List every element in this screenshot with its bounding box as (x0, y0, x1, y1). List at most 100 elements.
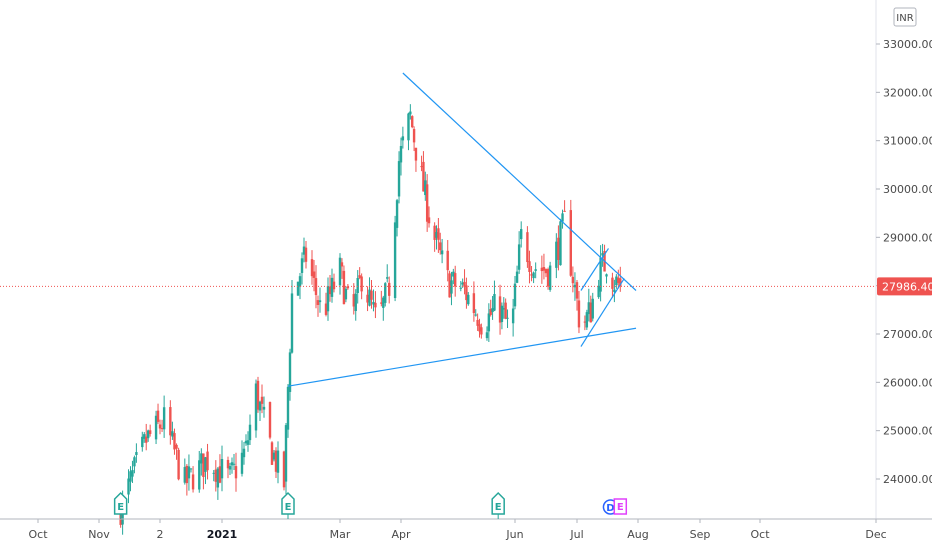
candle[interactable] (422, 151, 425, 192)
candle[interactable] (372, 289, 375, 312)
candle[interactable] (290, 279, 294, 354)
candle[interactable] (557, 225, 560, 271)
candle[interactable] (387, 276, 391, 304)
candle[interactable] (300, 252, 304, 285)
candle[interactable] (324, 292, 328, 317)
candle[interactable] (548, 261, 552, 292)
candle[interactable] (573, 272, 577, 301)
candle[interactable] (360, 273, 363, 300)
candle[interactable] (368, 277, 371, 307)
candle[interactable] (480, 323, 483, 339)
candle[interactable] (204, 456, 207, 485)
candle[interactable] (212, 470, 215, 482)
candle[interactable] (617, 269, 620, 289)
candle[interactable] (338, 253, 342, 295)
candle[interactable] (366, 286, 369, 312)
candle[interactable] (513, 275, 517, 310)
candle[interactable] (435, 225, 438, 250)
candle[interactable] (220, 445, 224, 492)
candle[interactable] (571, 266, 575, 293)
candle[interactable] (162, 395, 166, 438)
candle[interactable] (316, 295, 320, 317)
candle[interactable] (534, 262, 537, 279)
candle[interactable] (214, 460, 217, 492)
candle[interactable] (314, 265, 318, 309)
candle[interactable] (312, 260, 316, 292)
candle[interactable] (563, 200, 566, 212)
candle[interactable] (583, 315, 587, 331)
candle[interactable] (146, 429, 150, 442)
candle[interactable] (613, 279, 616, 303)
candle[interactable] (246, 431, 250, 452)
candle[interactable] (453, 265, 457, 297)
currency-badge[interactable]: INR (893, 7, 917, 27)
candle[interactable] (254, 379, 258, 438)
trendline-channel-lower[interactable] (580, 278, 625, 347)
candle[interactable] (597, 279, 600, 299)
candle[interactable] (330, 268, 334, 303)
candle[interactable] (346, 284, 350, 290)
candle[interactable] (270, 441, 274, 466)
candle[interactable] (232, 453, 236, 470)
candle[interactable] (542, 253, 546, 280)
candle[interactable] (589, 295, 592, 323)
candle[interactable] (242, 441, 246, 465)
candle[interactable] (528, 250, 531, 284)
candle[interactable] (342, 265, 346, 305)
candle[interactable] (517, 231, 521, 274)
candle[interactable] (500, 302, 504, 330)
candle[interactable] (605, 273, 608, 284)
candle[interactable] (530, 266, 533, 282)
candle[interactable] (262, 396, 266, 418)
event-earnings_upcoming[interactable]: E (613, 498, 628, 515)
candle[interactable] (206, 443, 209, 480)
candle[interactable] (296, 281, 300, 296)
candle[interactable] (489, 299, 492, 317)
candle[interactable] (187, 454, 191, 491)
candle[interactable] (228, 462, 232, 475)
candle[interactable] (591, 292, 594, 322)
candle[interactable] (318, 287, 322, 313)
candle[interactable] (511, 298, 515, 337)
candle[interactable] (601, 243, 604, 267)
candle[interactable] (256, 376, 260, 413)
candle[interactable] (226, 456, 230, 479)
candle[interactable] (532, 271, 535, 284)
candle[interactable] (141, 431, 144, 452)
candle[interactable] (585, 309, 589, 330)
candle[interactable] (493, 280, 496, 312)
candle[interactable] (504, 298, 507, 320)
candle[interactable] (384, 282, 387, 307)
candle[interactable] (216, 467, 220, 500)
candle[interactable] (463, 269, 466, 295)
candle[interactable] (569, 199, 572, 277)
candle[interactable] (175, 443, 178, 460)
candle[interactable] (276, 441, 280, 484)
candle[interactable] (478, 318, 481, 338)
price-axis[interactable]: 33000.00 32000.00 31000.00 30000.00 29000.00… (875, 0, 932, 519)
plot-area[interactable] (119, 104, 622, 535)
candle[interactable] (397, 151, 401, 204)
candle[interactable] (274, 447, 278, 478)
candle[interactable] (452, 268, 455, 285)
candle[interactable] (286, 384, 290, 438)
candle[interactable] (288, 348, 292, 401)
candle[interactable] (619, 266, 622, 292)
candle[interactable] (143, 432, 146, 443)
trendline-upper[interactable] (402, 72, 637, 291)
candle[interactable] (467, 292, 470, 306)
candle[interactable] (427, 206, 431, 228)
event-earnings[interactable]: E (113, 491, 128, 519)
candle[interactable] (437, 217, 440, 253)
trendline-channel-upper[interactable] (580, 248, 609, 291)
candle[interactable] (414, 147, 418, 172)
candle[interactable] (145, 423, 148, 451)
candle[interactable] (603, 244, 606, 272)
candle[interactable] (577, 291, 581, 334)
candle[interactable] (450, 271, 453, 306)
candle[interactable] (200, 448, 203, 476)
candle[interactable] (425, 174, 429, 232)
candle[interactable] (540, 255, 544, 284)
candle[interactable] (474, 309, 477, 317)
